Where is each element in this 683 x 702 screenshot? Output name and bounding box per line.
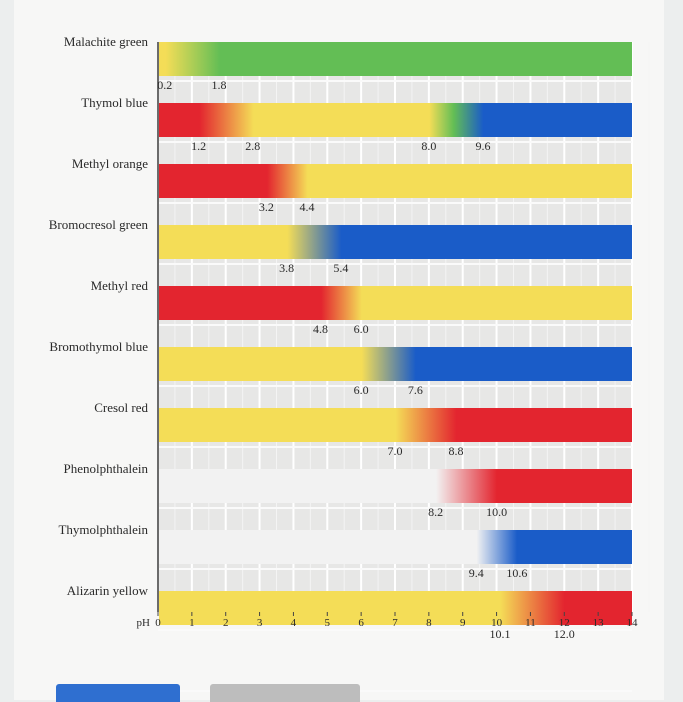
- x-tick-label: 10: [491, 617, 503, 629]
- x-axis-label: pH: [137, 617, 151, 629]
- indicator-bar: [159, 164, 632, 198]
- x-tick-label: 8: [426, 617, 432, 629]
- transition-label: 7.0: [388, 444, 403, 458]
- x-tick-label: 0: [155, 617, 161, 629]
- indicator-bar: [159, 530, 632, 564]
- indicator-bar: [159, 42, 632, 76]
- transition-label: 1.2: [191, 139, 206, 153]
- x-tick-label: 7: [392, 617, 398, 629]
- indicator-chart: Malachite green 0.2 1.8 Thymol blue 1.2 2.8 8.…: [49, 34, 650, 692]
- indicator-name: Thymolphthalein: [58, 522, 148, 537]
- transition-label: 10.0: [486, 505, 507, 519]
- x-tick-label: 14: [627, 617, 639, 629]
- x-tick-label: 9: [460, 617, 466, 629]
- x-tick-label: 13: [593, 617, 605, 629]
- indicator-name: Bromothymol blue: [49, 339, 148, 354]
- transition-label: 3.8: [279, 261, 294, 275]
- indicator-bar: [159, 286, 632, 320]
- indicator-name: Alizarin yellow: [67, 583, 149, 598]
- transition-label: 10.1: [489, 627, 510, 641]
- indicator-name: Methyl orange: [72, 156, 148, 171]
- x-tick-label: 2: [223, 617, 229, 629]
- transition-label: 5.4: [333, 261, 348, 275]
- transition-label: 6.0: [354, 383, 369, 397]
- transition-label: 8.8: [448, 444, 463, 458]
- indicator-name: Methyl red: [91, 278, 149, 293]
- indicator-bar: [159, 591, 632, 625]
- x-tick-label: 6: [358, 617, 364, 629]
- indicator-bar: [159, 103, 632, 137]
- indicator-name: Thymol blue: [81, 95, 148, 110]
- secondary-button[interactable]: [210, 684, 360, 702]
- submit-button[interactable]: [56, 684, 180, 702]
- x-tick-label: 4: [291, 617, 297, 629]
- transition-label: 4.8: [313, 322, 328, 336]
- transition-label: 8.0: [421, 139, 436, 153]
- transition-label: 12.0: [554, 627, 575, 641]
- transition-label: 10.6: [506, 566, 527, 580]
- indicator-bar: [159, 469, 632, 503]
- x-tick-label: 12: [559, 617, 570, 629]
- transition-label: 0.2: [157, 78, 172, 92]
- transition-label: 1.8: [211, 78, 226, 92]
- indicator-name: Cresol red: [94, 400, 148, 415]
- transition-label: 4.4: [299, 200, 314, 214]
- x-tick-label: 11: [525, 617, 536, 629]
- indicator-bar: [159, 347, 632, 381]
- transition-label: 9.4: [469, 566, 484, 580]
- transition-label: 3.2: [259, 200, 274, 214]
- indicator-bar: [159, 225, 632, 259]
- transition-label: 6.0: [354, 322, 369, 336]
- transition-label: 9.6: [476, 139, 491, 153]
- chart-sheet: Malachite green 0.2 1.8 Thymol blue 1.2 2.8 8.…: [14, 0, 664, 700]
- x-tick-label: 1: [189, 617, 195, 629]
- transition-label: 8.2: [428, 505, 443, 519]
- indicator-name: Bromocresol green: [49, 217, 149, 232]
- indicator-name: Phenolphthalein: [64, 461, 149, 476]
- indicator-bar: [159, 408, 632, 442]
- transition-label: 2.8: [245, 139, 260, 153]
- indicator-name: Malachite green: [64, 34, 149, 49]
- x-tick-label: 5: [325, 617, 331, 629]
- transition-label: 7.6: [408, 383, 423, 397]
- x-tick-label: 3: [257, 617, 263, 629]
